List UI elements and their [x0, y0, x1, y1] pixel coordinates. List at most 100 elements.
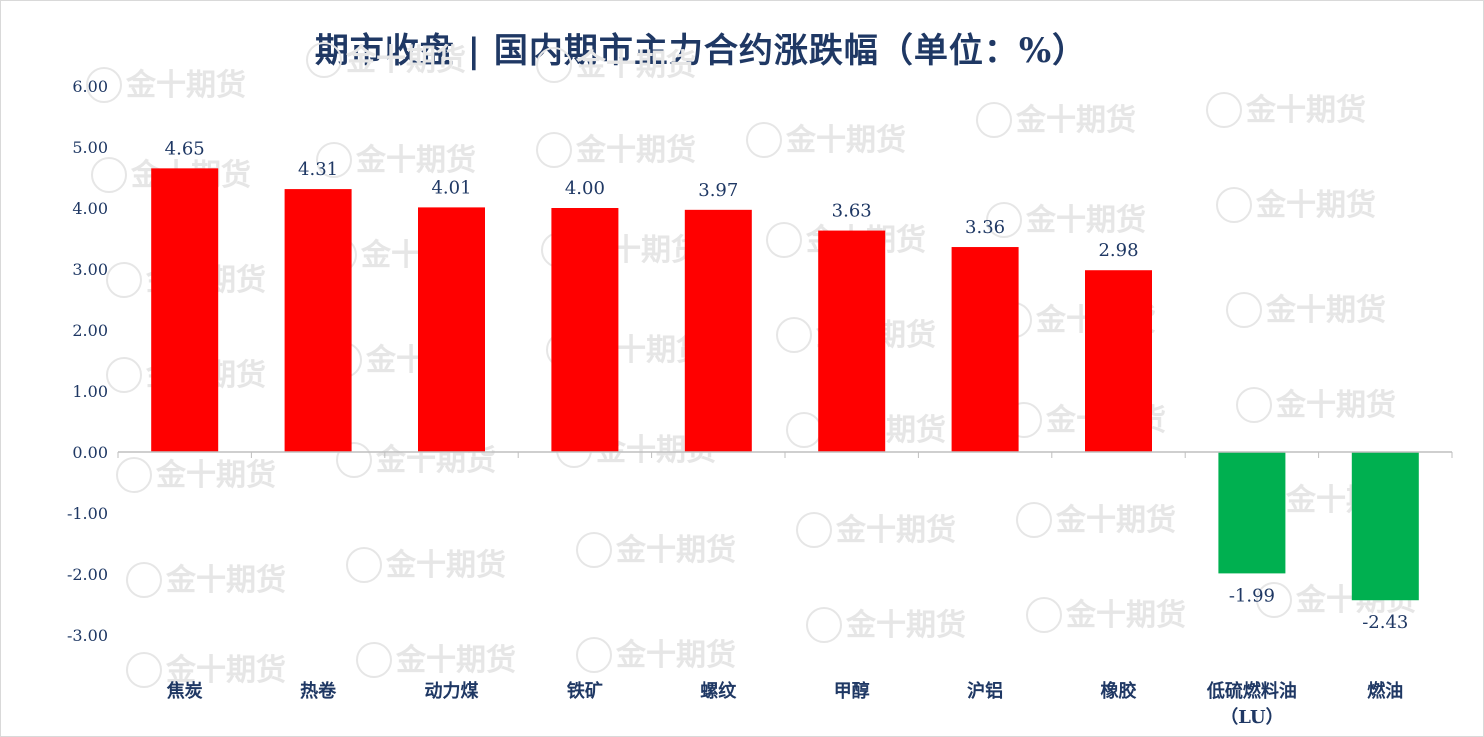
bar — [551, 208, 619, 452]
watermark-logo-icon — [986, 202, 1022, 238]
data-label: 4.65 — [165, 138, 205, 159]
watermark-text: 金十期货 — [1255, 188, 1376, 223]
category-label: 铁矿 — [567, 680, 603, 702]
watermark-logo-icon — [1236, 387, 1272, 423]
watermark-logo-icon — [536, 47, 572, 83]
category-labels: 焦炭 热卷 动力煤 铁矿 螺纹 甲醇 沪铝 橡胶 低硫燃料油（LU） 燃油 — [166, 680, 1404, 728]
watermark-logo-icon — [346, 547, 382, 583]
watermark-text: 金十期货 — [1065, 598, 1186, 633]
watermark-logo-icon — [91, 157, 127, 193]
watermark: 金十期货 — [316, 142, 476, 178]
watermark-logo-icon — [126, 562, 162, 598]
watermark: 金十期货 — [116, 457, 276, 493]
x-axis-tick-marks — [117, 452, 1453, 458]
category-label: 热卷 — [300, 680, 337, 702]
data-label: -2.43 — [1362, 612, 1408, 633]
category-label: 燃油 — [1367, 680, 1403, 702]
watermark-logo-icon — [1226, 292, 1262, 328]
watermark-text: 金十期货 — [835, 513, 956, 548]
watermark: 金十期货 — [536, 132, 696, 168]
y-tick-label: 5.00 — [72, 138, 108, 157]
watermark-logo-icon — [316, 142, 352, 178]
watermark-text: 金十期货 — [1015, 103, 1136, 138]
watermark-logo-icon — [576, 637, 612, 673]
y-tick-label: 4.00 — [72, 199, 108, 218]
watermark-logo-icon — [766, 222, 802, 258]
category-label: 动力煤 — [425, 680, 479, 702]
watermark-text: 金十期货 — [165, 653, 286, 688]
y-tick-label: 3.00 — [72, 260, 108, 279]
watermark-logo-icon — [746, 122, 782, 158]
watermark-text: 金十期货 — [165, 563, 286, 598]
watermark-logo-icon — [356, 642, 392, 678]
data-label: 2.98 — [1098, 240, 1138, 261]
watermark-logo-icon — [106, 262, 142, 298]
watermark: 金十期货 — [986, 202, 1146, 238]
data-label: 3.63 — [832, 201, 872, 222]
watermark-logo-icon — [306, 42, 342, 78]
watermark-text: 金十期货 — [1275, 388, 1396, 423]
bar — [284, 189, 352, 452]
data-label: 3.97 — [698, 180, 738, 201]
watermark-logo-icon — [336, 442, 372, 478]
watermark-logo-icon — [1026, 597, 1062, 633]
data-label: 4.31 — [298, 159, 338, 180]
category-label: 橡胶 — [1101, 680, 1137, 702]
watermark-text: 金十期货 — [385, 548, 506, 583]
watermark: 金十期货 — [1216, 187, 1376, 223]
watermark: 金十期货 — [126, 562, 286, 598]
watermark-logo-icon — [1206, 92, 1242, 128]
watermark-logo-icon — [786, 412, 822, 448]
watermark-text: 金十期货 — [615, 638, 736, 673]
bar — [684, 209, 752, 452]
category-label: 沪铝 — [967, 680, 1003, 702]
category-label: 甲醇 — [834, 680, 870, 702]
watermark: 金十期货 — [576, 637, 736, 673]
watermark: 金十期货 — [1206, 92, 1366, 128]
watermark-text: 金十期货 — [125, 68, 246, 103]
category-label: 螺纹 — [700, 680, 737, 702]
y-tick-label: 6.00 — [72, 77, 108, 96]
watermark-logo-icon — [86, 67, 122, 103]
y-tick-label: 0.00 — [72, 443, 108, 462]
watermark: 金十期货 — [1026, 597, 1186, 633]
watermark: 金十期货 — [976, 102, 1136, 138]
bar — [418, 207, 485, 452]
watermark: 金十期货 — [796, 512, 956, 548]
watermark: 金十期货 — [1236, 387, 1396, 423]
watermark: 金十期货 — [306, 42, 466, 78]
bar — [951, 247, 1019, 452]
watermark: 金十期货 — [576, 532, 736, 568]
data-labels: 4.65 4.31 4.01 4.00 3.97 3.63 3.36 2.98 -1.99 -2.… — [165, 138, 1409, 633]
y-axis-ticks: 6.00 5.00 4.00 3.00 2.00 1.00 0.00 -1.00 -2.00 -3… — [67, 77, 108, 645]
bar — [1351, 452, 1419, 601]
watermark-text: 金十期货 — [575, 133, 696, 168]
watermark: 金十期货 — [746, 122, 906, 158]
data-label: 3.36 — [965, 217, 1005, 238]
watermark-logo-icon — [976, 102, 1012, 138]
watermark-text: 金十期货 — [395, 643, 516, 678]
watermark: 金十期货 — [1226, 292, 1386, 328]
watermark-logo-icon — [1256, 582, 1292, 618]
bar — [1085, 270, 1152, 452]
watermark: 金十期货 — [346, 547, 506, 583]
watermark-text: 金十期货 — [575, 48, 696, 83]
watermark-logo-icon — [576, 532, 612, 568]
watermark-logo-icon — [116, 457, 152, 493]
data-label: 4.00 — [565, 178, 605, 199]
y-tick-label: -1.00 — [67, 504, 108, 523]
bar — [151, 168, 219, 452]
bar — [1218, 452, 1286, 574]
watermark-text: 金十期货 — [1265, 293, 1386, 328]
data-label: 4.01 — [431, 177, 471, 198]
watermark-logo-icon — [536, 132, 572, 168]
watermark-text: 金十期货 — [1025, 203, 1146, 238]
watermark-text: 金十期货 — [845, 608, 966, 643]
watermark: 金十期货 — [126, 652, 286, 688]
watermark-text: 金十期货 — [1055, 503, 1176, 538]
watermark: 金十期货 — [1016, 502, 1176, 538]
category-label: 焦炭 — [166, 680, 203, 702]
y-tick-label: 1.00 — [72, 382, 108, 401]
watermark-logo-icon — [776, 317, 812, 353]
